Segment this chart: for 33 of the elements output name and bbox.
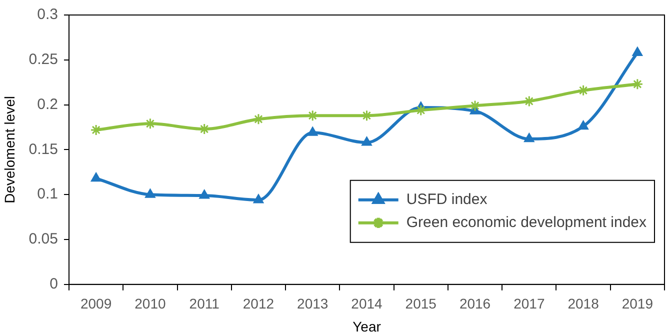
x-tick-label: 2018 xyxy=(568,296,600,312)
y-tick-label: 0.05 xyxy=(28,230,58,248)
x-tick-label: 2017 xyxy=(514,296,545,312)
point xyxy=(90,172,102,182)
x-tick-label: 2016 xyxy=(459,296,491,312)
point xyxy=(90,124,102,136)
y-axis-title: Develoment level xyxy=(1,96,18,204)
y-tick-label: 0.1 xyxy=(37,186,58,203)
y-tick-label: 0 xyxy=(50,276,58,293)
legend-label: USFD index xyxy=(406,191,488,208)
x-tick-label: 2015 xyxy=(405,296,437,312)
y-tick-label: 0.3 xyxy=(37,6,58,24)
x-tick-label: 2009 xyxy=(80,296,112,312)
y-tick-label: 0.2 xyxy=(37,96,58,113)
legend-label: Green economic development index xyxy=(406,214,647,232)
x-tick-label: 2014 xyxy=(351,296,383,312)
x-tick-label: 2019 xyxy=(622,296,654,312)
point xyxy=(145,188,156,198)
point xyxy=(578,120,588,130)
x-tick-label: 2011 xyxy=(189,296,220,312)
point xyxy=(632,78,644,90)
x-tick-label: 2012 xyxy=(242,296,274,312)
point xyxy=(253,194,264,204)
x-tick-label: 2010 xyxy=(134,296,166,312)
point xyxy=(362,136,372,146)
x-tick-label: 2013 xyxy=(297,296,328,312)
point xyxy=(199,190,210,199)
y-tick-label: 0.25 xyxy=(28,51,58,68)
point xyxy=(308,126,318,136)
point xyxy=(578,84,590,96)
point xyxy=(524,133,534,142)
y-tick-label: 0.15 xyxy=(28,140,58,158)
x-axis-title: Year xyxy=(352,318,382,334)
